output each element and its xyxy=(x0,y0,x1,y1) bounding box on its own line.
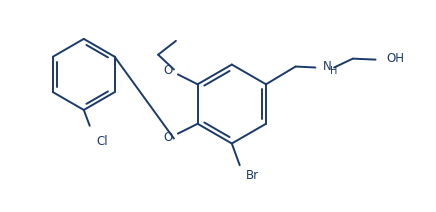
Text: OH: OH xyxy=(386,52,405,65)
Text: N: N xyxy=(323,60,332,73)
Text: Br: Br xyxy=(245,169,259,182)
Text: H: H xyxy=(330,66,337,77)
Text: O: O xyxy=(164,64,173,77)
Text: Cl: Cl xyxy=(97,135,108,148)
Text: O: O xyxy=(164,131,173,144)
